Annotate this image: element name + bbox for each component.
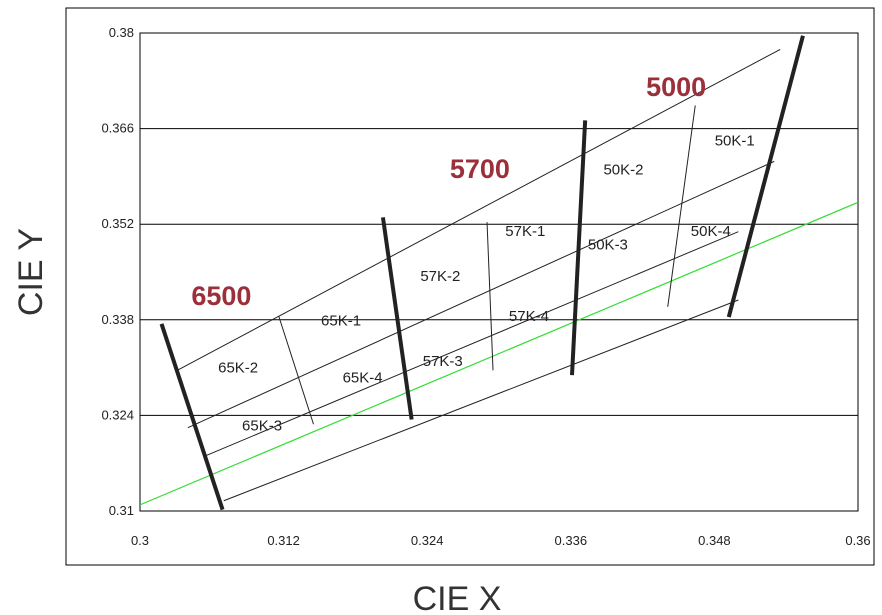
y-tick-label: 0.366 (101, 121, 134, 136)
bin-label: 57K-2 (420, 268, 460, 285)
bin-label: 65K-2 (218, 359, 258, 376)
chart-annotations: 6500 5700 5000 65K-1 65K-2 65K-3 65K-4 57K-1 57K… (191, 72, 754, 435)
bin-label: 50K-3 (588, 236, 628, 253)
gridlines (140, 128, 858, 416)
bin-label: 50K-1 (715, 133, 755, 150)
cct-label: 6500 (191, 281, 251, 311)
bin-label: 65K-3 (242, 417, 282, 434)
y-tick-label: 0.38 (109, 25, 134, 40)
x-tick-label: 0.36 (845, 533, 870, 548)
plot-area (139, 32, 859, 512)
y-tick-label: 0.31 (109, 503, 134, 518)
bin-band-line (205, 231, 739, 457)
cct-line (159, 323, 225, 511)
bin-band-line (223, 299, 739, 502)
bin-label: 65K-1 (321, 312, 361, 329)
y-tick-label: 0.338 (101, 312, 134, 327)
cct-line (569, 120, 588, 376)
cct-line (726, 35, 805, 318)
bin-divider-line (278, 316, 314, 425)
y-tick-label: 0.324 (101, 407, 134, 422)
bin-label: 57K-1 (505, 223, 545, 240)
bin-divider-line (667, 105, 696, 307)
y-axis-title: CIE Y (12, 228, 50, 316)
y-tick-label: 0.352 (101, 216, 134, 231)
bin-band-line (175, 48, 781, 372)
cct-label: 5700 (450, 154, 510, 184)
bin-label: 57K-4 (509, 308, 549, 325)
bin-label: 57K-3 (423, 353, 463, 370)
blackbody-locus-line (140, 201, 858, 506)
x-tick-label: 0.3 (131, 533, 149, 548)
x-tick-label: 0.348 (698, 533, 731, 548)
bin-band-line (187, 160, 775, 429)
x-axis-title: CIE X (413, 580, 502, 615)
cct-line (380, 217, 414, 420)
x-tick-label: 0.324 (411, 533, 444, 548)
x-tick-label: 0.312 (267, 533, 300, 548)
bin-label: 50K-4 (691, 223, 731, 240)
bin-label: 65K-4 (343, 370, 383, 387)
x-tick-label: 0.336 (555, 533, 588, 548)
plot-marks (140, 35, 858, 511)
cct-label: 5000 (646, 72, 706, 102)
bin-label: 50K-2 (603, 161, 643, 178)
bin-divider-line (486, 222, 494, 371)
tick-labels: 0.31 0.324 0.338 0.352 0.366 0.38 0.3 0.312 0.32… (101, 25, 870, 548)
